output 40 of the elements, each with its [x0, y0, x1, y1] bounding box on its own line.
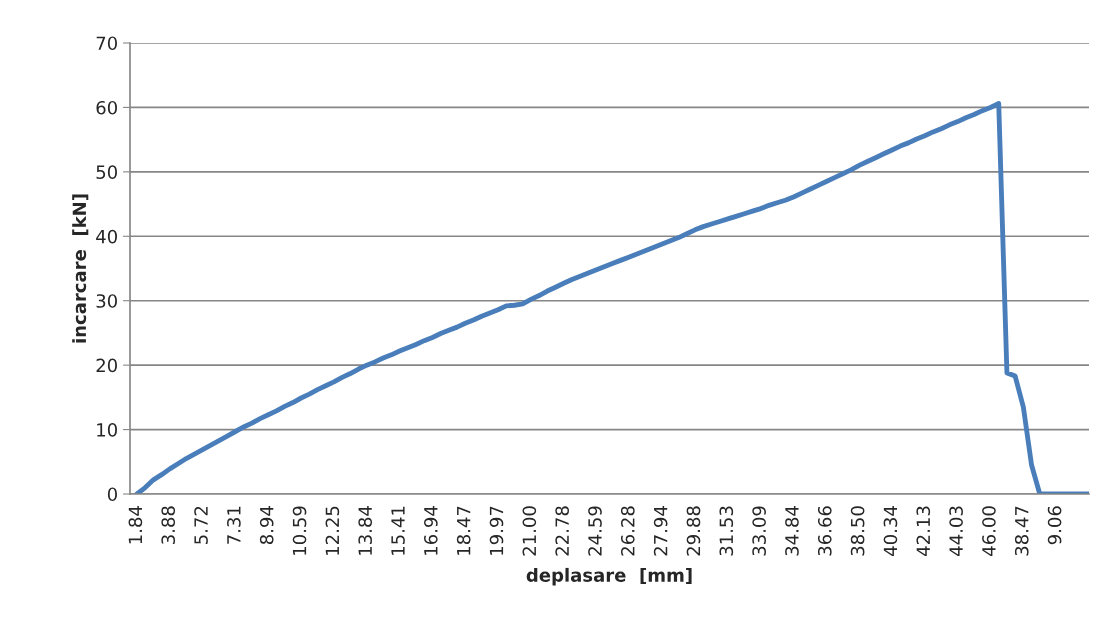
x-tick-label: 5.72 — [194, 506, 208, 544]
x-tick-label: 46.00 — [982, 506, 996, 556]
x-tick-label: 26.28 — [620, 506, 635, 556]
y-tick-label: 40 — [96, 229, 117, 244]
x-tick-label: 10.59 — [292, 506, 307, 555]
x-tick-label: 15.41 — [391, 506, 405, 555]
y-axis-title: incarcare [kN] — [72, 194, 89, 343]
x-tick-label: 3.88 — [161, 506, 176, 544]
x-tick-label: 7.31 — [227, 506, 241, 544]
x-tick-label: 36.66 — [817, 506, 832, 556]
y-tick-label: 20 — [96, 358, 117, 373]
y-tick-label: 50 — [96, 165, 117, 179]
x-tick-label: 16.94 — [424, 506, 438, 555]
x-tick-label: 38.50 — [850, 506, 865, 556]
x-tick-label: 18.47 — [456, 506, 471, 555]
x-tick-label: 24.59 — [588, 506, 602, 556]
x-tick-label: 38.47 — [1014, 506, 1029, 556]
x-tick-label: 22.78 — [555, 506, 569, 556]
x-axis-title: deplasare [mm] — [526, 567, 692, 586]
x-tick-label: 31.53 — [719, 506, 734, 556]
x-tick-label: 21.00 — [522, 506, 537, 556]
y-tick-label: 60 — [96, 100, 117, 115]
x-tick-label: 33.09 — [752, 506, 766, 556]
line-series — [134, 101, 1089, 494]
x-tick-label: 42.13 — [916, 506, 931, 556]
x-tick-label: 29.88 — [686, 506, 701, 556]
x-tick-label: 13.84 — [358, 506, 373, 555]
x-tick-label: 34.84 — [785, 506, 799, 556]
x-tick-label: 8.94 — [259, 506, 274, 545]
x-tick-label: 27.94 — [653, 506, 668, 556]
x-tick-label: 44.03 — [949, 506, 963, 556]
x-tick-label: 1.84 — [128, 506, 143, 544]
y-tick-label: 30 — [96, 294, 117, 308]
x-tick-label: 40.34 — [883, 506, 898, 556]
x-tick-label: 9.06 — [1047, 506, 1062, 545]
y-tick-label: 10 — [97, 423, 117, 437]
y-tick-label: 0 — [107, 487, 117, 502]
x-tick-label: 12.25 — [325, 506, 340, 555]
y-tick-label: 70 — [96, 36, 117, 51]
x-tick-label: 19.97 — [489, 506, 504, 555]
